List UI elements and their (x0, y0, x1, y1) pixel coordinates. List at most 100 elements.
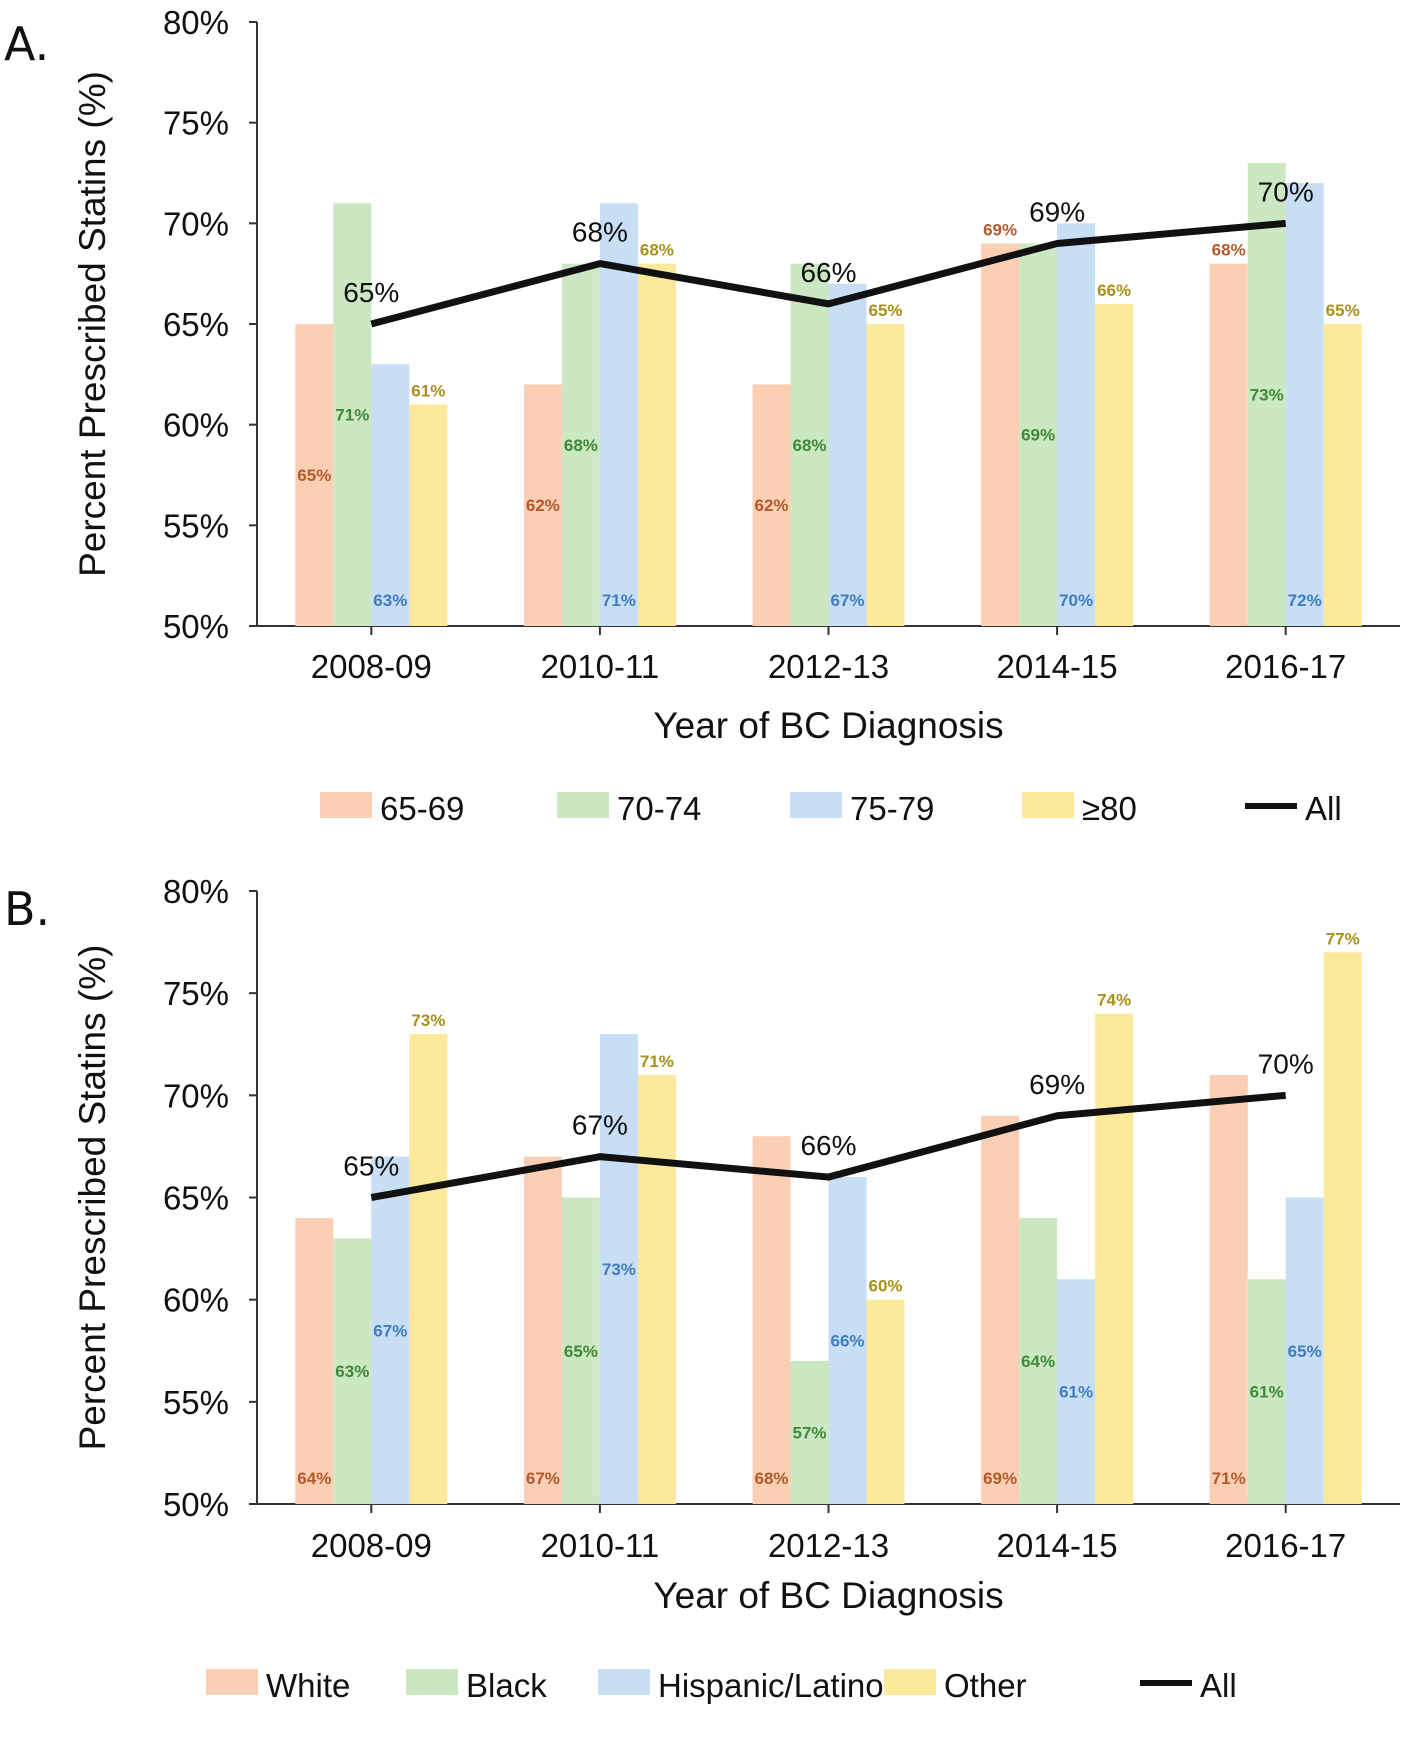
bar-70-74 (790, 263, 829, 626)
bar-hispanic-latino (599, 1034, 638, 1504)
x-tick-label: 2012-13 (768, 648, 889, 685)
bar-data-label: 64% (297, 1469, 331, 1488)
legend-swatch (406, 1669, 458, 1695)
bar-data-label: 63% (373, 591, 407, 610)
bar-75-79 (1057, 223, 1096, 627)
x-tick-label: 2016-17 (1225, 648, 1346, 685)
bar-black (790, 1360, 829, 1504)
x-tick-label: 2010-11 (541, 1527, 660, 1564)
bar-75-79 (371, 364, 410, 626)
legend-label: 75-79 (850, 790, 934, 827)
legend-label: All (1305, 790, 1342, 827)
bar-white (752, 1136, 791, 1504)
all-line-label: 70% (1258, 176, 1314, 207)
bar-data-label: 61% (1250, 1383, 1284, 1402)
x-tick-label: 2014-15 (997, 648, 1118, 685)
y-tick-label: 75% (163, 975, 229, 1012)
bar-hispanic-latino (1057, 1279, 1096, 1504)
bar-data-label: 71% (1212, 1469, 1246, 1488)
all-line-label: 66% (800, 1130, 856, 1161)
legend-label: 70-74 (617, 790, 701, 827)
legend-swatch (320, 792, 372, 818)
bar-65-69 (523, 384, 562, 626)
bar-data-label: 65% (297, 466, 331, 485)
bar-data-label: 71% (335, 406, 369, 425)
legend-swatch (598, 1669, 650, 1695)
legend-label: 65-69 (380, 790, 464, 827)
bar-data-label: 73% (1250, 385, 1284, 404)
bar-data-label: 69% (983, 1469, 1017, 1488)
bar-other (1095, 1013, 1134, 1504)
legend-swatch (1022, 792, 1074, 818)
y-tick-label: 80% (163, 4, 229, 41)
bar--80 (637, 263, 676, 626)
x-tick-label: 2012-13 (768, 1527, 889, 1564)
x-tick-label: 2014-15 (997, 1527, 1118, 1564)
bar-data-label: 65% (868, 301, 902, 320)
bar-65-69 (1209, 263, 1248, 626)
x-axis-title: Year of BC Diagnosis (653, 705, 1003, 746)
bar-black (1019, 1217, 1058, 1504)
bar-black (333, 1238, 372, 1504)
bar-data-label: 60% (868, 1277, 902, 1296)
bar-data-label: 73% (411, 1011, 445, 1030)
bar-other (409, 1034, 448, 1504)
bar-data-label: 73% (602, 1260, 636, 1279)
panel-label-b: B. (4, 882, 50, 936)
y-tick-label: 55% (163, 1384, 229, 1421)
x-tick-label: 2008-09 (311, 648, 432, 685)
bar-black (1247, 1279, 1286, 1504)
y-tick-label: 50% (163, 608, 229, 645)
y-tick-label: 80% (163, 873, 229, 910)
bar-75-79 (828, 283, 867, 626)
x-tick-label: 2010-11 (541, 648, 660, 685)
bar-black (561, 1197, 600, 1504)
bar-data-label: 62% (754, 496, 788, 515)
bar-70-74 (1019, 243, 1058, 626)
all-line-label: 70% (1258, 1048, 1314, 1079)
bar-data-label: 77% (1326, 929, 1360, 948)
all-line-label: 65% (343, 277, 399, 308)
bar-data-label: 69% (1021, 426, 1055, 445)
x-tick-label: 2016-17 (1225, 1527, 1346, 1564)
legend-label: Black (466, 1667, 547, 1704)
bar-data-label: 69% (983, 220, 1017, 239)
y-tick-label: 60% (163, 407, 229, 444)
all-line-label: 65% (343, 1151, 399, 1182)
bar-data-label: 67% (526, 1469, 560, 1488)
legend-label: ≥80 (1082, 790, 1137, 827)
bar-70-74 (333, 203, 372, 626)
panel-label-a: A. (4, 17, 49, 71)
all-line (370, 219, 1287, 328)
bar-hispanic-latino (371, 1156, 410, 1504)
y-tick-label: 75% (163, 105, 229, 142)
all-line-label: 69% (1029, 1069, 1085, 1100)
legend-label: White (266, 1667, 350, 1704)
bar-white (1209, 1074, 1248, 1504)
bar-75-79 (1285, 183, 1324, 627)
y-axis-title: Percent Prescribed Statins (%) (72, 945, 113, 1451)
bar-data-label: 63% (335, 1362, 369, 1381)
bar-data-label: 65% (1288, 1342, 1322, 1361)
all-line-label: 68% (572, 217, 628, 248)
legend-swatch (206, 1669, 258, 1695)
bar-75-79 (599, 203, 638, 626)
bar-other (1323, 952, 1362, 1504)
bar-data-label: 68% (564, 436, 598, 455)
all-line-label: 69% (1029, 196, 1085, 227)
bar-data-label: 70% (1059, 591, 1093, 610)
bar-hispanic-latino (828, 1177, 867, 1504)
bar-data-label: 57% (792, 1423, 826, 1442)
legend-label: Other (944, 1667, 1027, 1704)
legend-label: Hispanic/Latino (658, 1667, 884, 1704)
bar-data-label: 68% (792, 436, 826, 455)
bar-data-label: 68% (640, 241, 674, 260)
y-tick-label: 50% (163, 1486, 229, 1523)
bar--80 (409, 404, 448, 626)
bar-70-74 (1247, 162, 1286, 626)
y-tick-label: 65% (163, 1180, 229, 1217)
bar-other (866, 1299, 905, 1504)
y-tick-label: 70% (163, 205, 229, 242)
bar-data-label: 61% (1059, 1383, 1093, 1402)
